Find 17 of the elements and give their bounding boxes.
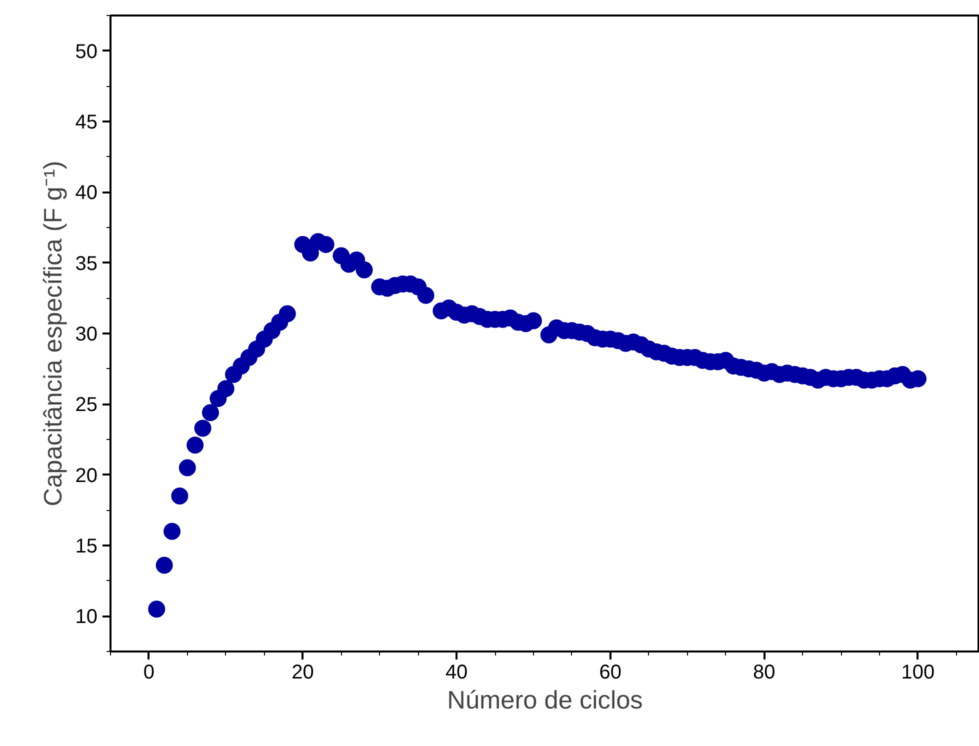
x-axis-title: Número de ciclos [447, 686, 643, 714]
y-tick-label: 50 [75, 40, 98, 63]
y-tick-label: 35 [75, 252, 98, 275]
x-tick-label: 100 [901, 662, 935, 684]
y-tick-label: 30 [75, 324, 98, 346]
x-tick-label: 20 [292, 662, 314, 684]
x-tick-label: 40 [445, 662, 468, 684]
x-tick-label: 80 [753, 662, 776, 684]
y-tick-label: 20 [75, 464, 98, 487]
x-tick-label: 0 [143, 662, 155, 684]
y-tick-label: 15 [75, 536, 98, 558]
y-tick-label: 45 [75, 112, 98, 134]
y-axis-title: Capacitância específica (F g⁻¹) [39, 160, 68, 506]
y-tick-label: 40 [75, 182, 98, 204]
x-tick-label: 60 [599, 662, 622, 684]
y-tick-label: 10 [75, 606, 98, 628]
y-tick-label: 25 [75, 394, 98, 416]
